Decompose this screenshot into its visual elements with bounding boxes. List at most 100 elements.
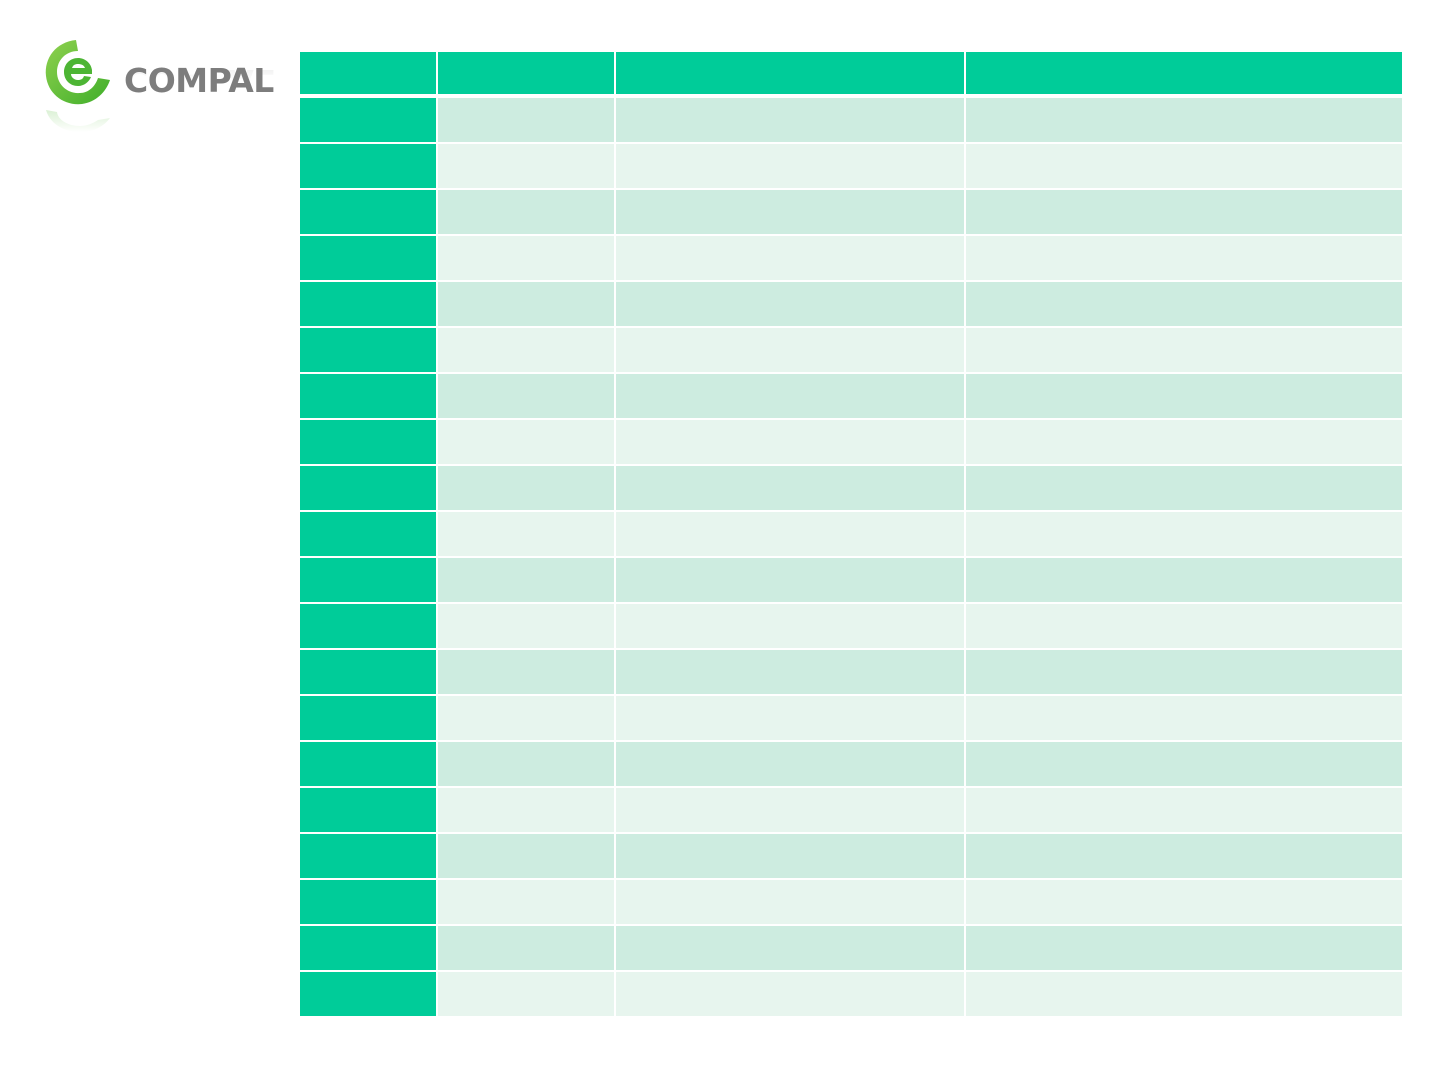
row-header-cell bbox=[300, 972, 438, 1018]
row-header-cell bbox=[300, 696, 438, 742]
table-row bbox=[300, 742, 1402, 788]
table-cell bbox=[438, 420, 616, 466]
table-cell bbox=[616, 374, 966, 420]
table-cell bbox=[966, 98, 1402, 144]
column-header bbox=[438, 52, 616, 98]
table-row bbox=[300, 466, 1402, 512]
table-row bbox=[300, 880, 1402, 926]
table-body bbox=[300, 98, 1402, 1018]
table-cell bbox=[438, 144, 616, 190]
table-cell bbox=[438, 788, 616, 834]
row-header-cell bbox=[300, 834, 438, 880]
row-header-cell bbox=[300, 420, 438, 466]
table-cell bbox=[438, 190, 616, 236]
table-cell bbox=[616, 834, 966, 880]
row-header-cell bbox=[300, 788, 438, 834]
table-cell bbox=[966, 972, 1402, 1018]
table-cell bbox=[966, 788, 1402, 834]
table-cell bbox=[616, 926, 966, 972]
table-cell bbox=[438, 650, 616, 696]
table-row bbox=[300, 788, 1402, 834]
row-header-cell bbox=[300, 742, 438, 788]
table-row bbox=[300, 236, 1402, 282]
table-row bbox=[300, 374, 1402, 420]
table-cell bbox=[966, 236, 1402, 282]
table-cell bbox=[438, 374, 616, 420]
table-cell bbox=[966, 742, 1402, 788]
table-cell bbox=[966, 926, 1402, 972]
table-cell bbox=[616, 420, 966, 466]
table-cell bbox=[438, 604, 616, 650]
table-cell bbox=[438, 328, 616, 374]
table-row bbox=[300, 926, 1402, 972]
table-cell bbox=[966, 466, 1402, 512]
row-header-cell bbox=[300, 236, 438, 282]
row-header-cell bbox=[300, 926, 438, 972]
table-cell bbox=[966, 558, 1402, 604]
row-header-cell bbox=[300, 604, 438, 650]
row-header-cell bbox=[300, 880, 438, 926]
table-cell bbox=[966, 880, 1402, 926]
row-header-cell bbox=[300, 190, 438, 236]
row-header-cell bbox=[300, 558, 438, 604]
table-cell bbox=[616, 972, 966, 1018]
brand-wordmark-reflection: COMPAL bbox=[124, 64, 274, 98]
row-header-cell bbox=[300, 328, 438, 374]
table-cell bbox=[616, 236, 966, 282]
table-cell bbox=[438, 880, 616, 926]
table-cell bbox=[438, 282, 616, 328]
table-row bbox=[300, 696, 1402, 742]
table-row bbox=[300, 604, 1402, 650]
table-cell bbox=[616, 328, 966, 374]
brand-wordmark: COMPAL bbox=[124, 61, 274, 100]
table-cell bbox=[966, 512, 1402, 558]
row-header-cell bbox=[300, 650, 438, 696]
column-header bbox=[616, 52, 966, 98]
table-row bbox=[300, 834, 1402, 880]
table-cell bbox=[616, 466, 966, 512]
table-cell bbox=[616, 558, 966, 604]
table-cell bbox=[438, 512, 616, 558]
table-cell bbox=[966, 834, 1402, 880]
table-row bbox=[300, 328, 1402, 374]
table-cell bbox=[438, 926, 616, 972]
table-cell bbox=[438, 98, 616, 144]
table-cell bbox=[616, 512, 966, 558]
column-header bbox=[966, 52, 1402, 98]
table-cell bbox=[616, 788, 966, 834]
row-header-cell bbox=[300, 512, 438, 558]
table-cell bbox=[438, 466, 616, 512]
table-cell bbox=[616, 190, 966, 236]
row-header-cell bbox=[300, 374, 438, 420]
table-cell bbox=[438, 558, 616, 604]
table-cell bbox=[966, 282, 1402, 328]
table-row bbox=[300, 144, 1402, 190]
compal-swirl-e-icon bbox=[45, 40, 110, 132]
table-cell bbox=[966, 144, 1402, 190]
table-cell bbox=[616, 880, 966, 926]
table-row bbox=[300, 650, 1402, 696]
table-cell bbox=[966, 420, 1402, 466]
table-cell bbox=[438, 834, 616, 880]
table-cell bbox=[966, 374, 1402, 420]
table-row bbox=[300, 512, 1402, 558]
table-cell bbox=[966, 650, 1402, 696]
table-row bbox=[300, 190, 1402, 236]
table-cell bbox=[966, 604, 1402, 650]
table-row bbox=[300, 282, 1402, 328]
row-header-cell bbox=[300, 466, 438, 512]
table-cell bbox=[438, 742, 616, 788]
table-row bbox=[300, 558, 1402, 604]
table-cell bbox=[616, 144, 966, 190]
table-cell bbox=[966, 696, 1402, 742]
table-cell bbox=[616, 696, 966, 742]
table-cell bbox=[616, 742, 966, 788]
table-cell bbox=[438, 236, 616, 282]
compal-logo: COMPAL COMPAL bbox=[40, 34, 280, 144]
table-cell bbox=[966, 190, 1402, 236]
table-cell bbox=[616, 282, 966, 328]
table-cell bbox=[966, 328, 1402, 374]
table-cell bbox=[616, 650, 966, 696]
table-cell bbox=[616, 604, 966, 650]
data-table bbox=[300, 52, 1402, 1018]
